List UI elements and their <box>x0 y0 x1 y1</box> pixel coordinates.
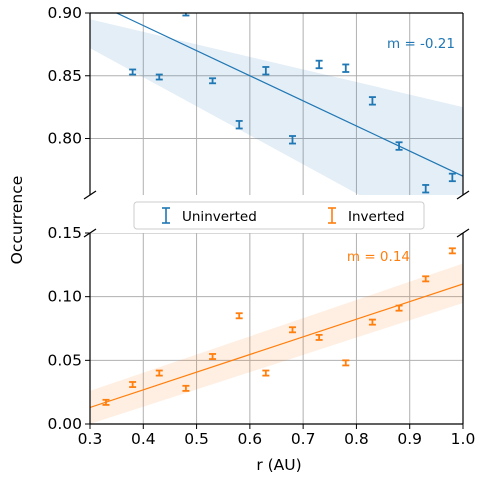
x-tick-label: 0.4 <box>131 430 156 448</box>
inverted-data-point <box>315 333 323 341</box>
x-tick-label: 0.5 <box>184 430 209 448</box>
inverted-data-point <box>448 247 456 255</box>
bottom-y-tick-label: 0.15 <box>47 224 82 242</box>
axis-break-mark <box>456 190 470 200</box>
top-y-tick-label: 0.85 <box>47 67 82 85</box>
legend-box <box>133 201 425 230</box>
inverted-legend-marker <box>328 207 336 224</box>
x-axis: 0.3 0.4 0.5 0.6 0.7 0.8 0.9 1.0 <box>78 424 476 448</box>
y-axis-label: Occurrence <box>8 176 26 265</box>
inverted-fit-line <box>90 283 463 409</box>
x-tick-label: 0.7 <box>291 430 316 448</box>
inverted-data-point <box>422 275 430 283</box>
uninverted-data-point <box>315 59 323 70</box>
uninverted-data-point <box>155 73 163 81</box>
legend: Uninverted Inverted <box>133 201 425 230</box>
legend-label-uninverted: Uninverted <box>182 209 257 225</box>
inverted-data-point <box>262 369 270 377</box>
uninverted-data-point <box>235 120 243 130</box>
bottom-y-tick-label: 0.05 <box>47 351 82 369</box>
x-tick-label: 0.9 <box>397 430 422 448</box>
uninverted-confidence-band <box>90 19 463 195</box>
top-y-tick-label: 0.90 <box>47 4 82 22</box>
uninverted-data-point <box>448 172 456 183</box>
x-axis-label: r (AU) <box>256 456 301 474</box>
inverted-data-point <box>395 304 403 312</box>
inverted-confidence-band <box>90 263 463 424</box>
inverted-data-point <box>235 312 243 320</box>
uninverted-data-point <box>262 66 270 76</box>
legend-label-inverted: Inverted <box>348 209 405 225</box>
uninverted-data-point <box>129 68 137 76</box>
inverted-data-point <box>209 353 217 360</box>
top-panel: 0.90 0.85 0.80 m = -0.21 <box>47 4 464 195</box>
inverted-data-point <box>155 369 163 377</box>
inverted-data-point <box>342 359 350 367</box>
axis-break-mark <box>83 190 97 200</box>
uninverted-data-point <box>368 96 376 106</box>
top-plot-area <box>90 13 463 195</box>
uninverted-data-point <box>395 141 403 151</box>
uninverted-data-point <box>422 184 430 194</box>
x-tick-label: 1.0 <box>451 430 476 448</box>
top-y-tick-label: 0.80 <box>47 130 82 148</box>
inverted-data-point <box>182 384 190 392</box>
x-tick-label: 0.3 <box>78 430 103 448</box>
legend-markers <box>162 207 336 224</box>
bottom-panel: 0.15 0.10 0.05 0.00 m = 0.14 <box>47 224 464 433</box>
axis-break-marks <box>83 190 470 238</box>
axis-break-mark <box>83 228 97 238</box>
inverted-data-point <box>102 398 110 406</box>
inverted-data-point <box>288 326 296 334</box>
x-tick-label: 0.6 <box>238 430 263 448</box>
uninverted-fit-line <box>115 13 463 177</box>
uninverted-data-point <box>342 63 350 73</box>
uninverted-legend-marker <box>162 207 170 224</box>
uninverted-data-point <box>288 135 296 145</box>
uninverted-data-point <box>182 13 190 17</box>
x-tick-label: 0.8 <box>344 430 369 448</box>
inverted-data-point <box>129 381 137 388</box>
inverted-data-point <box>368 318 376 326</box>
uninverted-slope-annotation: m = -0.21 <box>387 36 455 52</box>
bottom-plot-area <box>90 233 463 424</box>
inverted-slope-annotation: m = 0.14 <box>347 249 410 265</box>
bottom-y-tick-label: 0.10 <box>47 288 82 306</box>
axis-break-mark <box>456 228 470 238</box>
bottom-y-tick-label: 0.00 <box>47 415 82 433</box>
uninverted-data-point <box>209 77 217 85</box>
